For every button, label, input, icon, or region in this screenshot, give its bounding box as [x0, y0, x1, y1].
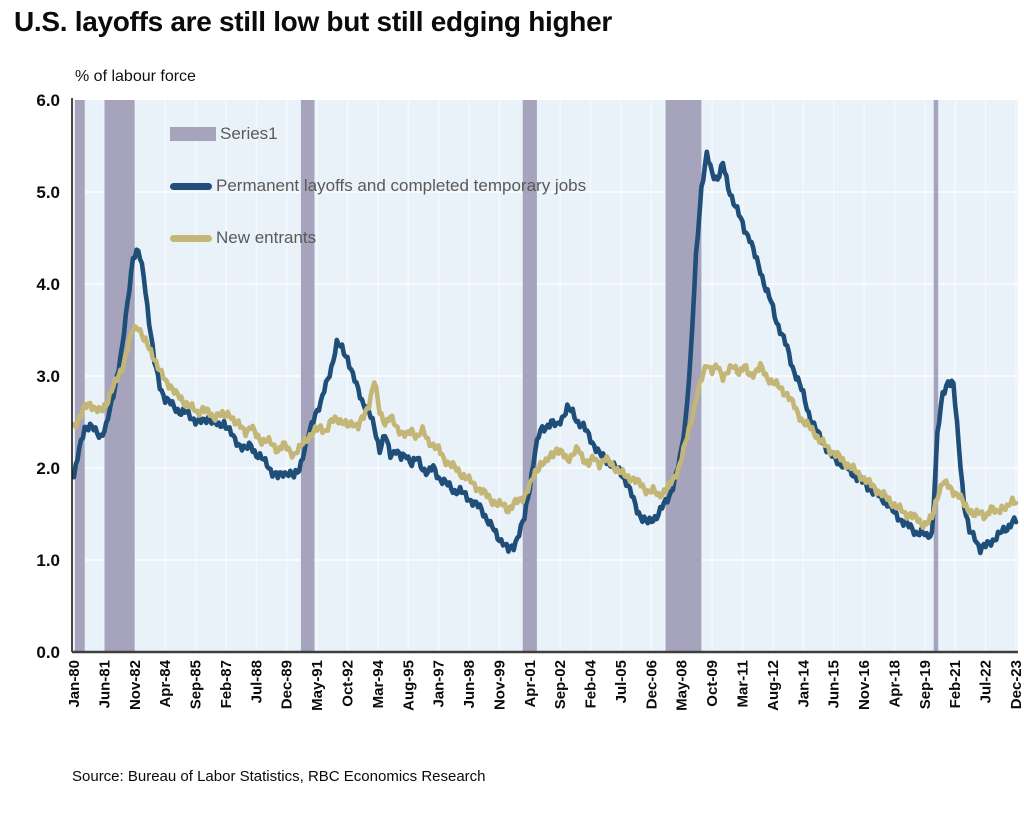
y-tick-label: 0.0 — [36, 643, 60, 662]
chart-legend: Series1 Permanent layoffs and completed … — [170, 124, 586, 280]
x-tick-label: Jun-98 — [461, 660, 478, 708]
x-tick-label: Jul-22 — [978, 660, 995, 703]
x-tick-label: May-91 — [309, 660, 326, 711]
x-tick-label: Oct-92 — [339, 660, 356, 707]
layoffs-line-swatch-icon — [170, 182, 212, 190]
x-tick-label: Feb-21 — [947, 660, 964, 708]
y-tick-label: 3.0 — [36, 367, 60, 386]
x-tick-label: Feb-87 — [218, 660, 235, 708]
legend-item-new-entrants: New entrants — [170, 228, 586, 248]
chart-plot-container: 0.0 1.0 2.0 3.0 4.0 5.0 6.0 Jan-80 Jun-81 Nov-82 A… — [36, 91, 1024, 711]
y-tick-label: 4.0 — [36, 275, 60, 294]
x-tick-label: Jul-88 — [248, 660, 265, 703]
new-entrants-line-swatch-icon — [170, 234, 212, 242]
legend-label-recession: Series1 — [220, 124, 278, 143]
source-note: Source: Bureau of Labor Statistics, RBC … — [72, 768, 486, 785]
legend-label-layoffs: Permanent layoffs and completed temporar… — [216, 176, 587, 195]
x-tick-label: Apr-18 — [886, 660, 903, 708]
x-tick-label: Nov-82 — [127, 660, 144, 710]
x-tick-label: Nov-99 — [491, 660, 508, 710]
recession-band — [665, 100, 702, 652]
x-tick-label: Aug-12 — [765, 660, 782, 711]
x-tick-label: Dec-23 — [1008, 660, 1024, 709]
x-tick-label: Mar-11 — [735, 660, 752, 708]
legend-label-new-entrants: New entrants — [216, 228, 317, 247]
x-tick-label: Jan-97 — [431, 660, 448, 708]
y-tick-label: 1.0 — [36, 551, 60, 570]
x-tick-label: Apr-84 — [157, 659, 174, 707]
x-tick-label: Dec-06 — [643, 660, 660, 709]
x-tick-label: Dec-89 — [279, 660, 296, 709]
recession-band — [74, 100, 85, 652]
x-tick-label: Jun-81 — [96, 660, 113, 708]
x-tick-label: Jan-80 — [66, 660, 83, 708]
legend-item-layoffs: Permanent layoffs and completed temporar… — [170, 176, 586, 196]
x-tick-label: Jul-05 — [613, 660, 630, 703]
recession-band — [300, 100, 315, 652]
x-tick-label: Nov-16 — [856, 660, 873, 710]
x-tick-label: May-08 — [674, 660, 691, 711]
x-tick-label: Mar-94 — [370, 659, 387, 708]
chart-title: U.S. layoffs are still low but still edg… — [14, 6, 612, 37]
x-tick-label: Aug-95 — [400, 660, 417, 711]
legend-item-recession: Series1 — [170, 124, 586, 144]
line-chart: 0.0 1.0 2.0 3.0 4.0 5.0 6.0 Jan-80 Jun-81 Nov-82 A… — [36, 91, 1024, 711]
y-tick-label: 2.0 — [36, 459, 60, 478]
x-tick-label: Sep-19 — [917, 660, 934, 709]
recession-band-swatch-icon — [170, 127, 216, 141]
y-tick-label: 6.0 — [36, 91, 60, 110]
new-entrants-series-line — [71, 324, 1019, 531]
x-tick-label: Apr-01 — [522, 660, 539, 708]
x-tick-label: Sep-02 — [552, 660, 569, 709]
recession-band — [933, 100, 939, 652]
x-tick-label: Jun-15 — [826, 660, 843, 708]
x-tick-label: Jan-14 — [795, 659, 812, 707]
x-tick-label: Feb-04 — [583, 659, 600, 708]
y-tick-label: 5.0 — [36, 183, 60, 202]
x-tick-label: Sep-85 — [188, 660, 205, 709]
y-axis-title: % of labour force — [75, 68, 196, 85]
x-tick-label: Oct-09 — [704, 660, 721, 707]
